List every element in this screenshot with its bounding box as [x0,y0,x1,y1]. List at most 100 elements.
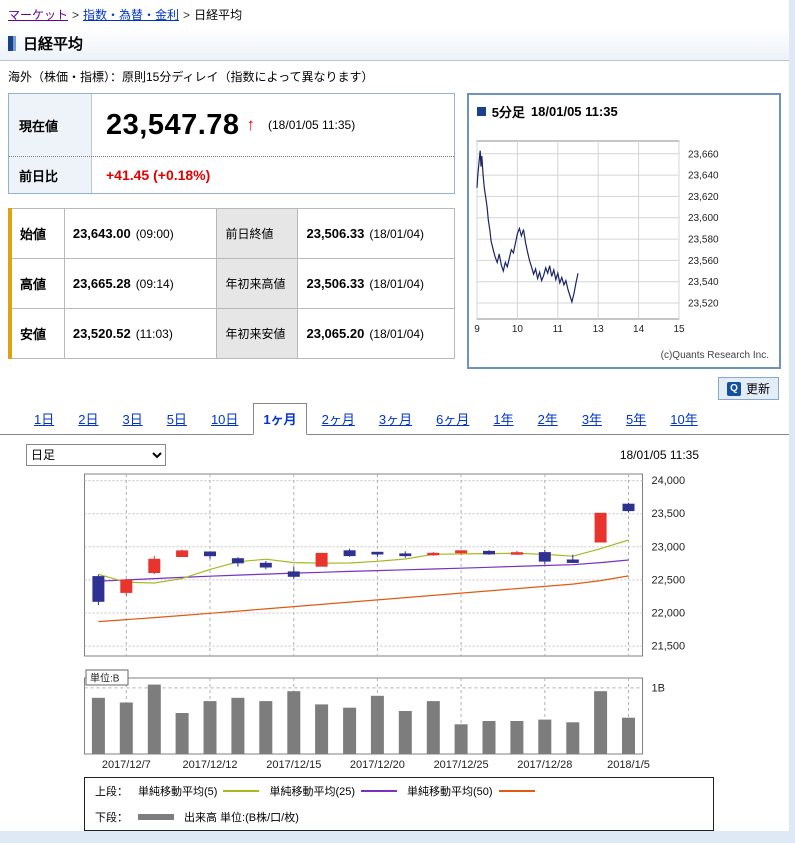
stats-row-low: 安値 23,520.52 (11:03) 年初来安値 23,065.20 (18/0… [7,308,455,359]
svg-text:13: 13 [592,324,604,335]
prev-close-label: 前日終値 [216,208,299,259]
low-label: 安値 [7,308,65,359]
chart-timestamp: 18/01/05 11:35 [619,448,699,462]
change-label: 前日比 [9,157,92,193]
ma50-line-swatch [498,790,535,792]
stats-row-high: 高値 23,665.28 (09:14) 年初来高値 23,506.33 (18/0… [7,258,455,309]
legend-lower-row: 下段： 出来高 単位:(B株/口/枚) [85,804,713,830]
svg-text:23,520: 23,520 [688,299,719,310]
tab-5day[interactable]: 5日 [166,412,187,427]
ytd-low-label: 年初来安値 [216,308,299,359]
legend-ma5: 単純移動平均(5) [138,783,260,799]
chart-legend: 上段： 単純移動平均(5) 単純移動平均(25) 単純移動平均(50) 下段： … [84,777,714,831]
tab-2year[interactable]: 2年 [537,412,558,427]
svg-text:2017/12/12: 2017/12/12 [182,759,237,771]
breadcrumb-market-link[interactable]: マーケット [8,8,69,22]
high-value: 23,665.28 (09:14) [63,258,218,309]
legend-lower-label: 下段： [95,812,128,824]
svg-text:22,000: 22,000 [652,608,686,620]
legend-upper-row: 上段： 単純移動平均(5) 単純移動平均(25) 単純移動平均(50) [85,778,713,804]
daily-chart: 21,500 22,000 22,500 23,000 23,500 24,000 1B 20… [84,470,789,775]
refresh-icon: Q [726,381,741,396]
price-stats-table: 始値 23,643.00 (09:00) 前日終値 23,506.33 (18/01… [7,208,455,359]
stats-row-open: 始値 23,643.00 (09:00) 前日終値 23,506.33 (18/01… [7,208,455,259]
tab-1month[interactable]: 1ヶ月 [253,403,307,435]
svg-text:23,560: 23,560 [688,256,719,267]
ytd-high-label: 年初来高値 [216,258,299,309]
ytd-high-value: 23,506.33 (18/01/04) [297,258,455,309]
intraday-chart-svg: 23,520 23,540 23,560 23,580 23,600 23,620 23,6… [474,140,719,335]
up-arrow-icon: ↑ [246,115,256,134]
low-value: 23,520.52 (11:03) [63,308,218,359]
tab-1day[interactable]: 1日 [34,412,55,427]
tab-3month[interactable]: 3ヶ月 [378,412,413,427]
svg-text:24,000: 24,000 [652,475,686,487]
refresh-row: Q 更新 [0,377,779,400]
breadcrumb-indices-link[interactable]: 指数・為替・金利 [83,8,180,22]
intraday-timestamp: 18/01/05 11:35 [530,104,618,119]
delay-note: 海外（株価・指標）：原則15分ディレイ（指数によって異なります） [8,70,374,84]
panel-bullet-icon [476,107,486,116]
chart-copyright: (c)Quants Research Inc. [660,350,769,361]
svg-text:23,540: 23,540 [688,277,719,288]
breadcrumb: マーケット > 指数・為替・金利 > 日経平均 [0,0,789,27]
prev-close-value: 23,506.33 (18/01/04) [297,208,455,259]
svg-text:2017/12/20: 2017/12/20 [350,759,405,771]
chart-controls: 日足 18/01/05 11:35 [26,444,699,466]
legend-ma25: 単純移動平均(25) [269,783,398,799]
legend-ma50: 単純移動平均(50) [407,783,535,799]
tab-10day[interactable]: 10日 [210,412,239,427]
title-bar: 日経平均 [0,27,789,61]
volume-bar-swatch [138,814,174,820]
quote-timestamp: (18/01/05 11:35) [268,118,356,132]
svg-text:22,500: 22,500 [652,574,686,586]
svg-text:23,580: 23,580 [688,235,719,246]
svg-text:14: 14 [633,324,645,335]
title-bullet-icon [8,36,16,51]
svg-text:23,600: 23,600 [688,213,719,224]
tab-2month[interactable]: 2ヶ月 [321,412,355,427]
top-section: 現在値 23,547.78 ↑ (18/01/05 11:35) 前日比 +41… [0,89,789,369]
intraday-title: 5分足 [491,105,525,120]
breadcrumb-separator: > [183,8,191,22]
svg-text:23,620: 23,620 [688,192,719,203]
refresh-button[interactable]: Q 更新 [717,377,779,400]
svg-text:2017/12/28: 2017/12/28 [517,759,572,771]
svg-text:2017/12/7: 2017/12/7 [102,759,151,771]
svg-text:2018/1/5: 2018/1/5 [607,759,650,771]
ytd-low-value: 23,065.20 (18/01/04) [297,308,455,359]
breadcrumb-current: 日経平均 [194,8,243,22]
intraday-chart-panel: 5分足 18/01/05 11:35 23,520 23,540 23,560 23,… [466,93,781,369]
tab-3day[interactable]: 3日 [122,412,143,427]
svg-text:23,660: 23,660 [688,149,719,160]
daily-chart-svg: 21,500 22,000 22,500 23,000 23,500 24,000 1B 20… [84,473,686,771]
intraday-panel-header: 5分足 18/01/05 11:35 [469,95,779,125]
svg-text:11: 11 [552,324,563,335]
quote-column: 現在値 23,547.78 ↑ (18/01/05 11:35) 前日比 +41… [7,93,455,359]
breadcrumb-separator: > [72,8,80,22]
tab-10year[interactable]: 10年 [670,412,698,427]
ma25-line-swatch [361,790,398,792]
legend-upper-label: 上段： [95,786,128,798]
svg-text:15: 15 [673,324,685,335]
tab-6month[interactable]: 6ヶ月 [436,412,470,427]
svg-text:21,500: 21,500 [652,641,686,653]
svg-text:10: 10 [512,324,524,335]
interval-select[interactable]: 日足 [26,444,166,466]
tab-2day[interactable]: 2日 [78,412,99,427]
open-value: 23,643.00 (09:00) [63,208,218,259]
tab-5year[interactable]: 5年 [626,412,647,427]
high-label: 高値 [7,258,65,309]
period-tabs: 1日 2日 3日 5日 10日 1ヶ月 2ヶ月 3ヶ月 6ヶ月 1年 2年 3年… [0,403,789,435]
svg-text:23,640: 23,640 [688,171,719,182]
change-value: +41.45 (+0.18%) [106,167,211,183]
tab-3year[interactable]: 3年 [581,412,603,427]
current-price-row: 現在値 23,547.78 ↑ (18/01/05 11:35) [9,94,454,156]
svg-text:1B: 1B [652,682,665,694]
open-label: 始値 [7,208,65,259]
page-title: 日経平均 [23,36,84,53]
current-price-value: 23,547.78 [106,108,240,141]
tab-1year[interactable]: 1年 [493,412,514,427]
svg-text:2017/12/25: 2017/12/25 [434,759,489,771]
ma5-line-swatch [223,790,260,792]
